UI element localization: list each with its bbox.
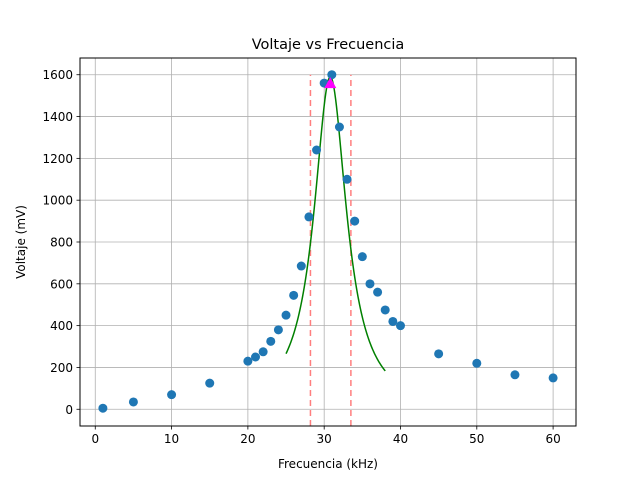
grid bbox=[80, 58, 576, 426]
x-tick-label: 0 bbox=[91, 432, 99, 446]
data-point bbox=[243, 356, 253, 366]
data-point bbox=[472, 358, 482, 368]
x-tick-label: 30 bbox=[317, 432, 332, 446]
y-tick-label: 1000 bbox=[42, 194, 73, 208]
data-point bbox=[548, 373, 558, 383]
data-point bbox=[312, 145, 322, 155]
data-points bbox=[98, 70, 558, 413]
x-tick-label: 10 bbox=[164, 432, 179, 446]
x-axis-title: Frecuencia (kHz) bbox=[278, 457, 378, 471]
y-axis-title: Voltaje (mV) bbox=[14, 205, 28, 279]
data-point bbox=[357, 252, 367, 262]
data-point bbox=[373, 287, 383, 297]
y-tick-label: 0 bbox=[65, 403, 73, 417]
peak-markers bbox=[324, 77, 337, 89]
y-tick-label: 1600 bbox=[42, 68, 73, 82]
data-point bbox=[167, 390, 177, 400]
data-point bbox=[289, 290, 299, 300]
data-point bbox=[266, 336, 276, 346]
data-point bbox=[281, 310, 291, 320]
x-tick-label: 60 bbox=[545, 432, 560, 446]
y-tick-label: 200 bbox=[50, 361, 73, 375]
data-point bbox=[434, 349, 444, 359]
data-point bbox=[395, 321, 405, 331]
data-point bbox=[380, 305, 390, 315]
y-tick-label: 1400 bbox=[42, 110, 73, 124]
peak-marker bbox=[324, 77, 337, 89]
data-point bbox=[128, 397, 138, 407]
x-tick-label: 50 bbox=[469, 432, 484, 446]
data-point bbox=[510, 370, 520, 380]
data-point bbox=[251, 352, 261, 362]
data-point bbox=[350, 216, 360, 226]
data-point bbox=[334, 122, 344, 132]
data-point bbox=[365, 279, 375, 289]
x-tick-label: 40 bbox=[393, 432, 408, 446]
x-tick-label: 20 bbox=[240, 432, 255, 446]
data-point bbox=[296, 261, 306, 271]
fit-curve bbox=[285, 76, 386, 372]
data-point bbox=[342, 174, 352, 184]
data-point bbox=[304, 212, 314, 222]
y-tick-label: 1200 bbox=[42, 152, 73, 166]
x-axis-ticks: 0 10 20 30 40 50 60 bbox=[91, 426, 561, 446]
y-axis-ticks: 0 200 400 600 800 1000 1200 1400 1600 bbox=[42, 68, 80, 417]
data-point bbox=[273, 325, 283, 335]
y-tick-label: 800 bbox=[50, 236, 73, 250]
data-point bbox=[388, 316, 398, 326]
data-point bbox=[258, 347, 268, 357]
data-point bbox=[98, 403, 108, 413]
chart-title: Voltaje vs Frecuencia bbox=[252, 37, 405, 53]
y-tick-label: 400 bbox=[50, 319, 73, 333]
fit-curve-line bbox=[285, 76, 386, 372]
data-point bbox=[327, 70, 337, 80]
y-tick-label: 600 bbox=[50, 277, 73, 291]
data-point bbox=[205, 378, 215, 388]
